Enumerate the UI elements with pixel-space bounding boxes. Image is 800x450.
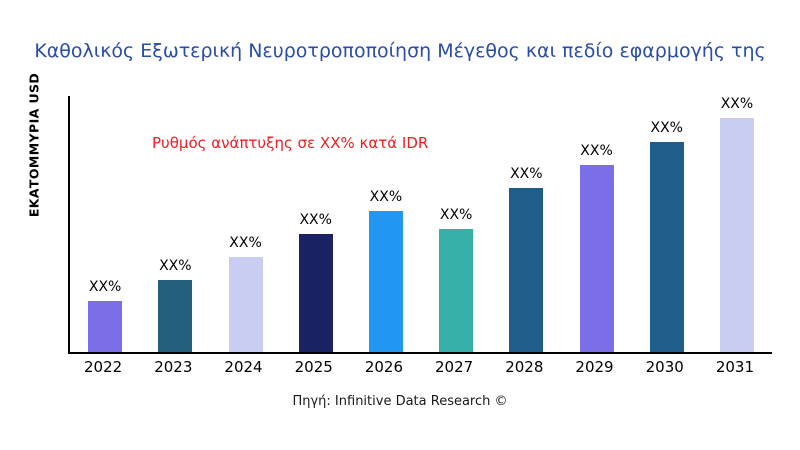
- x-axis-ticks: 2022 2023 2024 2025 2026 2027 2028 2029 2030 2031: [68, 358, 770, 376]
- bar-group-2023: XX%: [140, 96, 210, 352]
- bar-value-label: XX%: [369, 189, 403, 206]
- bar: [368, 211, 403, 352]
- bar: [228, 257, 263, 352]
- bar-group-2026: XX%: [351, 96, 421, 352]
- bar-value-label: XX%: [229, 235, 262, 252]
- bar-value-label: XX%: [88, 278, 122, 295]
- bar-value-label: XX%: [299, 212, 332, 229]
- bar: [719, 118, 754, 352]
- bar-group-2031: XX%: [702, 96, 772, 352]
- bar-value-label: XX%: [580, 143, 613, 160]
- x-tick-label: 2028: [505, 358, 544, 376]
- bar: [579, 165, 614, 352]
- chart-title: Καθολικός Εξωτερική Νευροτροποποίηση Μέγ…: [34, 40, 766, 62]
- plot-area: Ρυθμός ανάπτυξης σε XX% κατά IDR XX% XX% X…: [68, 96, 772, 354]
- bar-value-label: XX%: [159, 258, 192, 275]
- x-tick-label: 2027: [435, 358, 474, 376]
- bar: [439, 229, 474, 352]
- bar: [298, 234, 333, 352]
- x-tick-label: 2023: [154, 358, 193, 376]
- y-axis-label: ΕΚΑΤΟΜΜΥΡΙΑ USD: [26, 72, 42, 218]
- bar-value-label: XX%: [720, 96, 754, 112]
- bar: [88, 300, 123, 352]
- bar-value-label: XX%: [650, 120, 683, 137]
- x-tick-label: 2030: [645, 358, 684, 376]
- bar-group-2028: XX%: [491, 96, 561, 352]
- growth-annotation: Ρυθμός ανάπτυξης σε XX% κατά IDR: [152, 134, 429, 152]
- bar: [509, 188, 544, 352]
- bar-group-2029: XX%: [561, 96, 631, 352]
- bar-group-2025: XX%: [281, 96, 351, 352]
- bar-value-label: XX%: [439, 207, 473, 224]
- bar-group-2024: XX%: [210, 96, 280, 352]
- bar: [158, 280, 193, 352]
- bar-group-2030: XX%: [632, 96, 702, 352]
- bars-container: XX% XX% XX% XX% XX% XX% XX% XX% XX% XX%: [70, 96, 772, 352]
- source-text: Πηγή: Infinitive Data Research ©: [292, 394, 508, 409]
- x-tick-label: 2025: [294, 358, 333, 376]
- bar-group-2022: XX%: [70, 96, 140, 352]
- x-tick-label: 2031: [715, 358, 755, 376]
- x-tick-label: 2029: [575, 358, 614, 376]
- bar-value-label: XX%: [510, 166, 543, 183]
- bar: [649, 142, 684, 352]
- x-tick-label: 2024: [224, 358, 263, 376]
- x-tick-label: 2022: [84, 358, 123, 376]
- bar-group-2027: XX%: [421, 96, 491, 352]
- x-tick-label: 2026: [364, 358, 403, 376]
